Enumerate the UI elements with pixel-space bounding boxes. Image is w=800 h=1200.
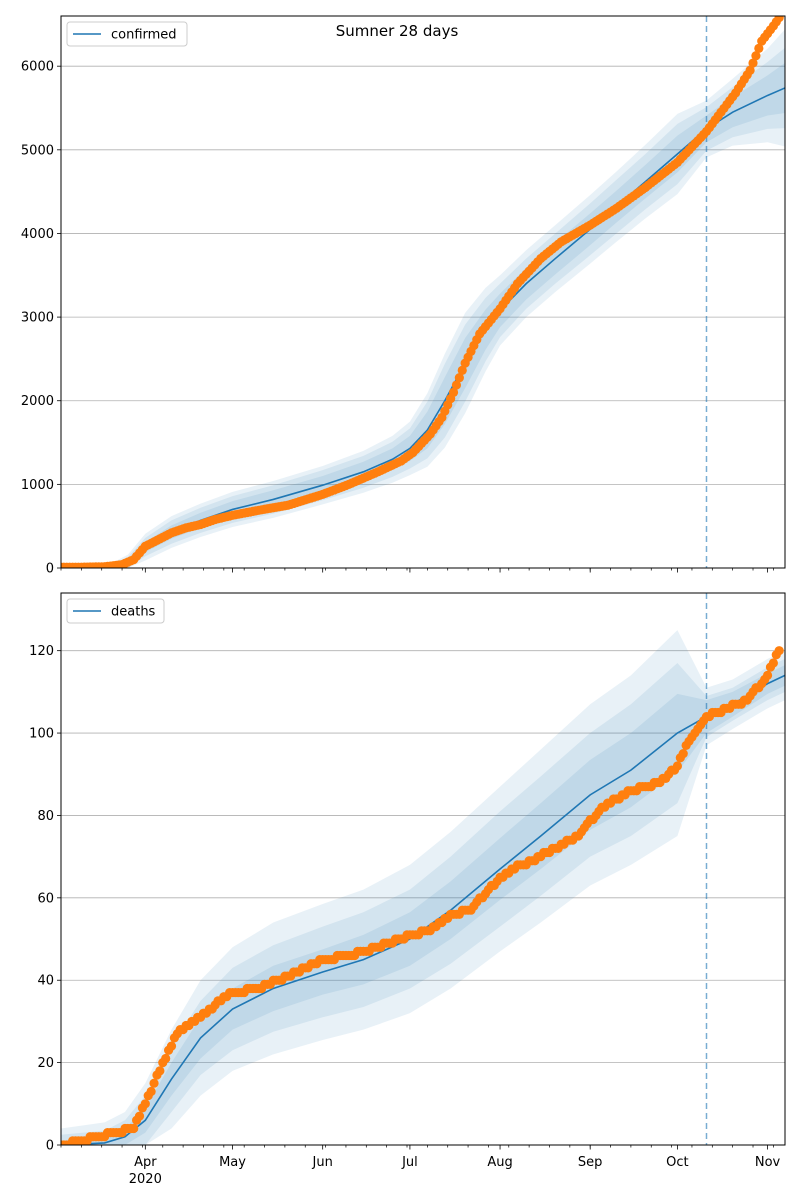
y-tick-label: 60 bbox=[37, 891, 54, 906]
confirmed-panel: 0 1000 2000 3000 4000 5000 6000 confirmed bbox=[21, 15, 786, 577]
x-axis-labels: Apr May Jun Jul Aug Sep Oct Nov 2020 bbox=[129, 1155, 781, 1187]
observed-point bbox=[140, 1099, 150, 1109]
chart-title: Sumner 28 days bbox=[336, 22, 459, 40]
deaths-panel: 0 20 40 60 80 100 120 deaths bbox=[29, 592, 786, 1154]
y-tick-label: 20 bbox=[37, 1056, 54, 1071]
x-tick-label: Oct bbox=[666, 1155, 688, 1170]
y-tick-label: 120 bbox=[29, 644, 54, 659]
y-tick-label: 6000 bbox=[21, 60, 54, 75]
legend-box bbox=[66, 21, 188, 47]
plot-area bbox=[61, 16, 785, 568]
observed-point bbox=[774, 646, 784, 656]
legend-label: confirmed bbox=[111, 28, 177, 43]
y-tick-label: 3000 bbox=[21, 311, 54, 326]
observed-point bbox=[748, 58, 758, 68]
x-tick-label: Jun bbox=[312, 1155, 333, 1170]
x-tick-label: Aug bbox=[487, 1155, 512, 1170]
x-tick-label: Nov bbox=[755, 1155, 781, 1170]
observed-point bbox=[451, 380, 462, 390]
observed-point bbox=[762, 670, 773, 680]
observed-point bbox=[161, 1053, 171, 1064]
observed-point bbox=[129, 1123, 139, 1134]
uncertainty-band bbox=[61, 62, 785, 568]
x-tick-label: Apr bbox=[134, 1155, 157, 1170]
y-tick-label: 2000 bbox=[21, 394, 54, 409]
observed-point bbox=[457, 365, 467, 376]
y-tick-label: 0 bbox=[46, 562, 54, 577]
y-tick-label: 1000 bbox=[21, 478, 54, 493]
legend-label: deaths bbox=[111, 605, 156, 620]
observed-point bbox=[745, 65, 755, 75]
uncertainty-band bbox=[61, 665, 785, 1145]
observed-point bbox=[166, 1041, 177, 1051]
axes-frame bbox=[60, 592, 786, 1146]
legend-box bbox=[66, 598, 165, 624]
observed-point bbox=[768, 658, 778, 668]
uncertainty-band bbox=[61, 658, 785, 1145]
x-tick-label: Jul bbox=[401, 1155, 418, 1170]
y-tick-label: 4000 bbox=[21, 227, 54, 242]
observed-point bbox=[774, 16, 784, 23]
observed-point bbox=[754, 43, 764, 54]
observed-point bbox=[155, 1066, 165, 1076]
observed-point bbox=[751, 51, 761, 61]
y-tick-label: 40 bbox=[37, 974, 54, 989]
y-tick-label: 5000 bbox=[21, 143, 54, 158]
observed-point bbox=[448, 387, 459, 397]
y-tick-label: 100 bbox=[29, 727, 54, 742]
observed-point bbox=[149, 1078, 159, 1088]
axes-frame bbox=[60, 15, 786, 569]
observed-point bbox=[454, 373, 464, 383]
x-tick-label: Sep bbox=[578, 1155, 603, 1170]
observed-point bbox=[672, 761, 683, 771]
y-tick-label: 0 bbox=[46, 1139, 54, 1154]
observed-point bbox=[678, 749, 688, 759]
observed-point bbox=[134, 1111, 145, 1121]
plot-area bbox=[61, 593, 785, 1145]
observed-point bbox=[146, 1086, 156, 1097]
y-tick-label: 80 bbox=[37, 809, 54, 824]
uncertainty-band bbox=[61, 630, 785, 1145]
uncertainty-band bbox=[61, 29, 785, 568]
x-tick-label: May bbox=[219, 1155, 246, 1170]
x-year-label: 2020 bbox=[129, 1172, 162, 1187]
